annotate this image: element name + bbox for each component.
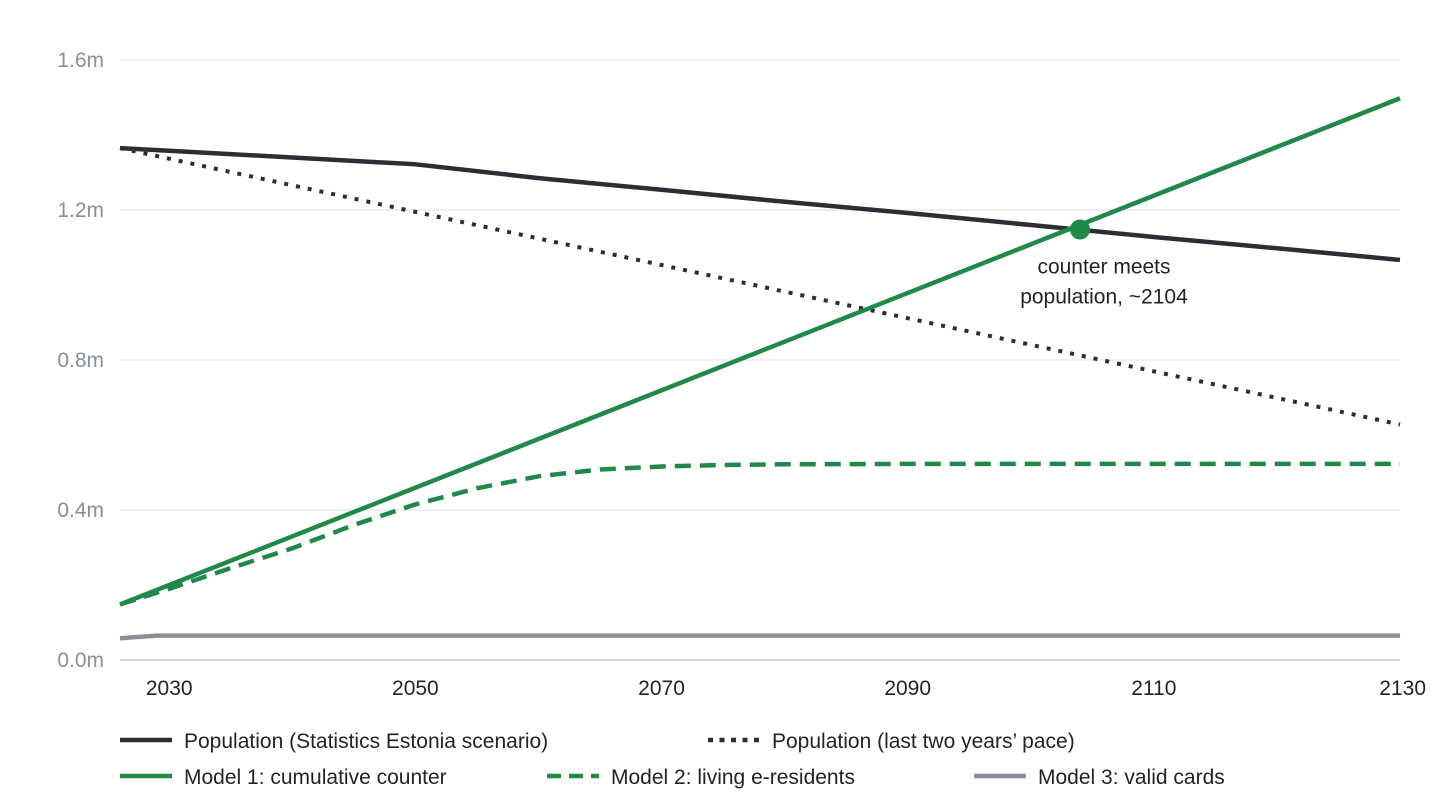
series-line-4 [119, 633, 1400, 641]
annotation-text: population, ~2104 [1020, 286, 1188, 309]
annotations: counter meets population, ~2104 [1020, 219, 1188, 309]
legend-label-4: Model 3: valid cards [1038, 766, 1225, 789]
annotation-text: counter meets [1037, 256, 1170, 279]
y-tick-label: 0.4m [57, 499, 104, 522]
x-tick-label: 2110 [1131, 677, 1176, 700]
legend-label-1: Population (last two years’ pace) [772, 730, 1075, 753]
series-line-2 [119, 96, 1401, 607]
x-tick-label: 2030 [146, 677, 193, 700]
series-line-1 [119, 146, 1401, 427]
x-tick-label: 2050 [392, 677, 439, 700]
series-line-3 [119, 461, 1400, 607]
y-axis-ticks: 0.0m 0.4m 0.8m 1.2m 1.6m [57, 49, 104, 672]
gridlines [120, 59, 1400, 661]
y-tick-label: 1.2m [57, 199, 104, 222]
x-tick-label: 2130 [1379, 677, 1426, 700]
x-tick-label: 2070 [638, 677, 685, 700]
intersection-marker [1070, 219, 1090, 240]
x-axis-ticks: 2030 2050 2070 2090 2110 2130 [146, 677, 1426, 700]
y-tick-label: 1.6m [57, 49, 104, 72]
y-tick-label: 0.0m [57, 649, 104, 672]
legend-label-3: Model 2: living e-residents [611, 766, 855, 789]
legend-label-0: Population (Statistics Estonia scenario) [184, 730, 548, 753]
legend-label-2: Model 1: cumulative counter [184, 766, 447, 789]
legend: Population (Statistics Estonia scenario)… [120, 730, 1225, 789]
y-tick-label: 0.8m [57, 349, 104, 372]
series-lines [119, 96, 1401, 641]
x-tick-label: 2090 [884, 677, 931, 700]
series-line-0 [119, 145, 1401, 263]
